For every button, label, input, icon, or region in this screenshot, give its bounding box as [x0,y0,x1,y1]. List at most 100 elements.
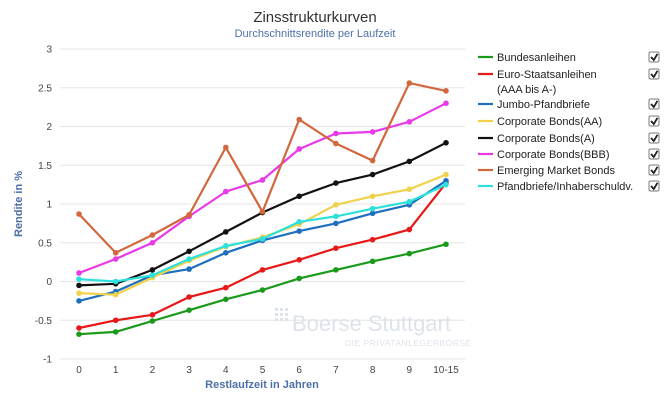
legend-item[interactable]: Corporate Bonds(BBB) [478,148,660,161]
data-point [333,267,339,273]
data-point [259,287,266,293]
legend-label: Corporate Bonds(A) [497,133,595,145]
data-point [76,290,82,296]
x-tick-label: 5 [260,365,266,376]
y-tick-label: -0.5 [35,316,53,327]
legend-checkbox[interactable] [648,132,660,144]
checkmark-icon [650,166,659,175]
data-point [186,256,192,262]
data-point [296,275,303,282]
data-point [149,272,156,279]
data-point [112,329,119,335]
data-point [259,177,266,183]
x-tick-label: 2 [150,365,156,376]
data-point [406,250,413,257]
data-point [223,229,229,235]
legend-item[interactable]: Corporate Bonds(A) [478,132,660,145]
series-5 [76,100,449,276]
legend-item[interactable]: Bundesanleihen [478,51,660,64]
chart-title: Zinsstrukturkurven [253,9,376,26]
legend-item[interactable]: Emerging Market Bonds [478,164,660,177]
data-point [333,140,339,147]
legend-checkbox[interactable] [648,164,660,176]
data-point [333,220,339,227]
data-point [296,116,303,123]
legend-checkbox[interactable] [648,68,660,80]
x-tick-label: 3 [186,365,192,376]
x-tick-label: 0 [76,365,82,376]
legend-item[interactable]: Euro-Staatsanleihen (AAA bis A-) [478,68,660,96]
watermark: Boerse Stuttgart DIE PRIVATANLEGERBÖRSE [275,308,472,348]
legend-checkbox[interactable] [648,180,660,192]
y-tick-label: 3 [46,45,52,56]
data-point [112,317,119,324]
y-tick-label: 2.5 [38,83,52,94]
data-point [406,186,413,193]
x-axis-title: Restlaufzeit in Jahren [205,379,319,391]
legend-checkbox[interactable] [648,51,660,63]
data-point [443,177,449,184]
series-6 [76,80,449,256]
data-point [369,129,376,135]
watermark-main: Boerse Stuttgart [292,311,451,336]
data-point [259,208,266,215]
y-tick-label: 0 [46,277,52,288]
data-point [112,278,119,285]
data-point [333,201,339,208]
data-point [186,294,192,300]
legend-item[interactable]: Pfandbriefe/Inhaberschuldv. [478,180,660,193]
data-point [149,239,156,246]
y-tick-label: 2 [46,122,52,133]
data-point [296,257,303,263]
checkmark-icon [650,70,659,79]
checkmark-icon [650,134,659,143]
data-point [149,318,156,324]
data-point [443,139,449,146]
data-point [369,258,376,265]
data-point [76,282,82,289]
x-tick-labels: 0 1 2 3 4 5 6 7 8 9 10-15 [76,365,459,376]
checkmark-icon [650,53,659,62]
watermark-sub: DIE PRIVATANLEGERBÖRSE [345,338,472,348]
data-point [186,248,192,255]
legend-item[interactable]: Jumbo-Pfandbriefe [478,98,660,111]
data-point [296,193,303,200]
chart-subtitle: Durchschnittsrendite per Laufzeit [235,28,396,40]
data-point [369,193,376,200]
data-point [296,219,303,225]
legend-label: Emerging Market Bonds [497,165,615,177]
y-tick-label: 1.5 [38,161,52,172]
data-point [76,331,82,338]
data-point [223,144,229,151]
data-point [186,266,192,272]
series-layer [76,80,449,338]
series-7 [76,181,449,285]
legend-checkbox[interactable] [648,115,660,127]
legend-item[interactable]: Corporate Bonds(AA) [478,115,660,128]
checkmark-icon [650,117,659,126]
data-point [406,80,413,86]
data-point [259,267,266,273]
legend-label: Corporate Bonds(AA) [497,116,602,128]
x-tick-label: 6 [296,365,302,376]
data-point [76,325,82,331]
data-point [223,188,229,195]
x-tick-label: 7 [333,365,339,376]
x-tick-label: 8 [370,365,376,376]
data-point [223,250,229,256]
legend-checkbox[interactable] [648,148,660,160]
data-point [333,245,339,251]
x-tick-label: 9 [407,365,413,376]
data-point [76,298,82,304]
data-point [333,130,339,137]
legend-checkbox[interactable] [648,98,660,110]
legend-label: Euro-Staatsanleihen [497,69,597,81]
data-point [406,158,413,165]
checkmark-icon [650,182,659,191]
data-point [149,312,156,318]
legend-label: Jumbo-Pfandbriefe [497,99,590,111]
legend-label: Bundesanleihen [497,52,576,64]
data-point [223,243,229,249]
data-point [406,226,413,233]
